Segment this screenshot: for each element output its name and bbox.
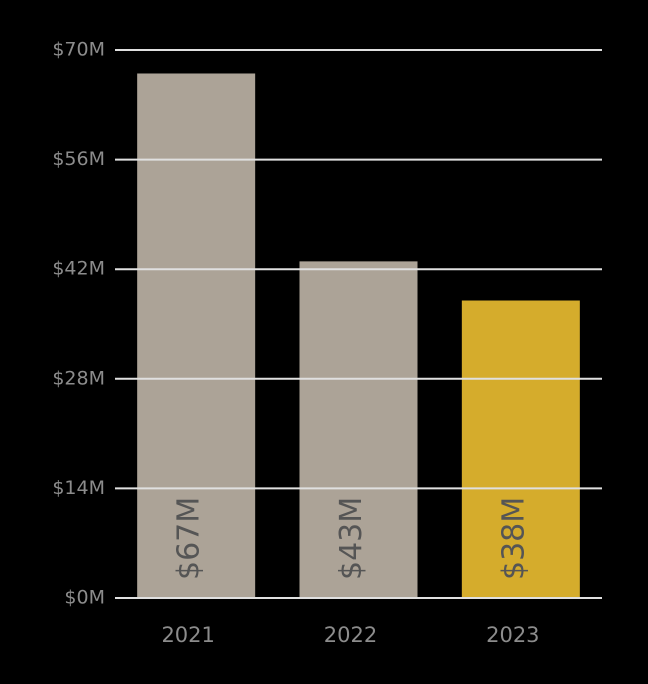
y-tick-label: $14M xyxy=(52,477,105,499)
value-label: $43M xyxy=(334,497,369,580)
y-tick-label: $70M xyxy=(52,39,105,61)
bar xyxy=(137,73,256,598)
y-tick-label: $0M xyxy=(64,587,105,609)
y-tick-label: $42M xyxy=(52,258,105,280)
bar xyxy=(461,300,580,598)
x-tick-label: 2021 xyxy=(161,623,214,647)
y-tick-label: $56M xyxy=(52,148,105,170)
x-tick-label: 2022 xyxy=(324,623,377,647)
value-label: $38M xyxy=(496,497,531,580)
x-tick-label: 2023 xyxy=(486,623,539,647)
value-label: $67M xyxy=(172,497,207,580)
y-tick-label: $28M xyxy=(52,367,105,389)
bar xyxy=(299,261,418,598)
